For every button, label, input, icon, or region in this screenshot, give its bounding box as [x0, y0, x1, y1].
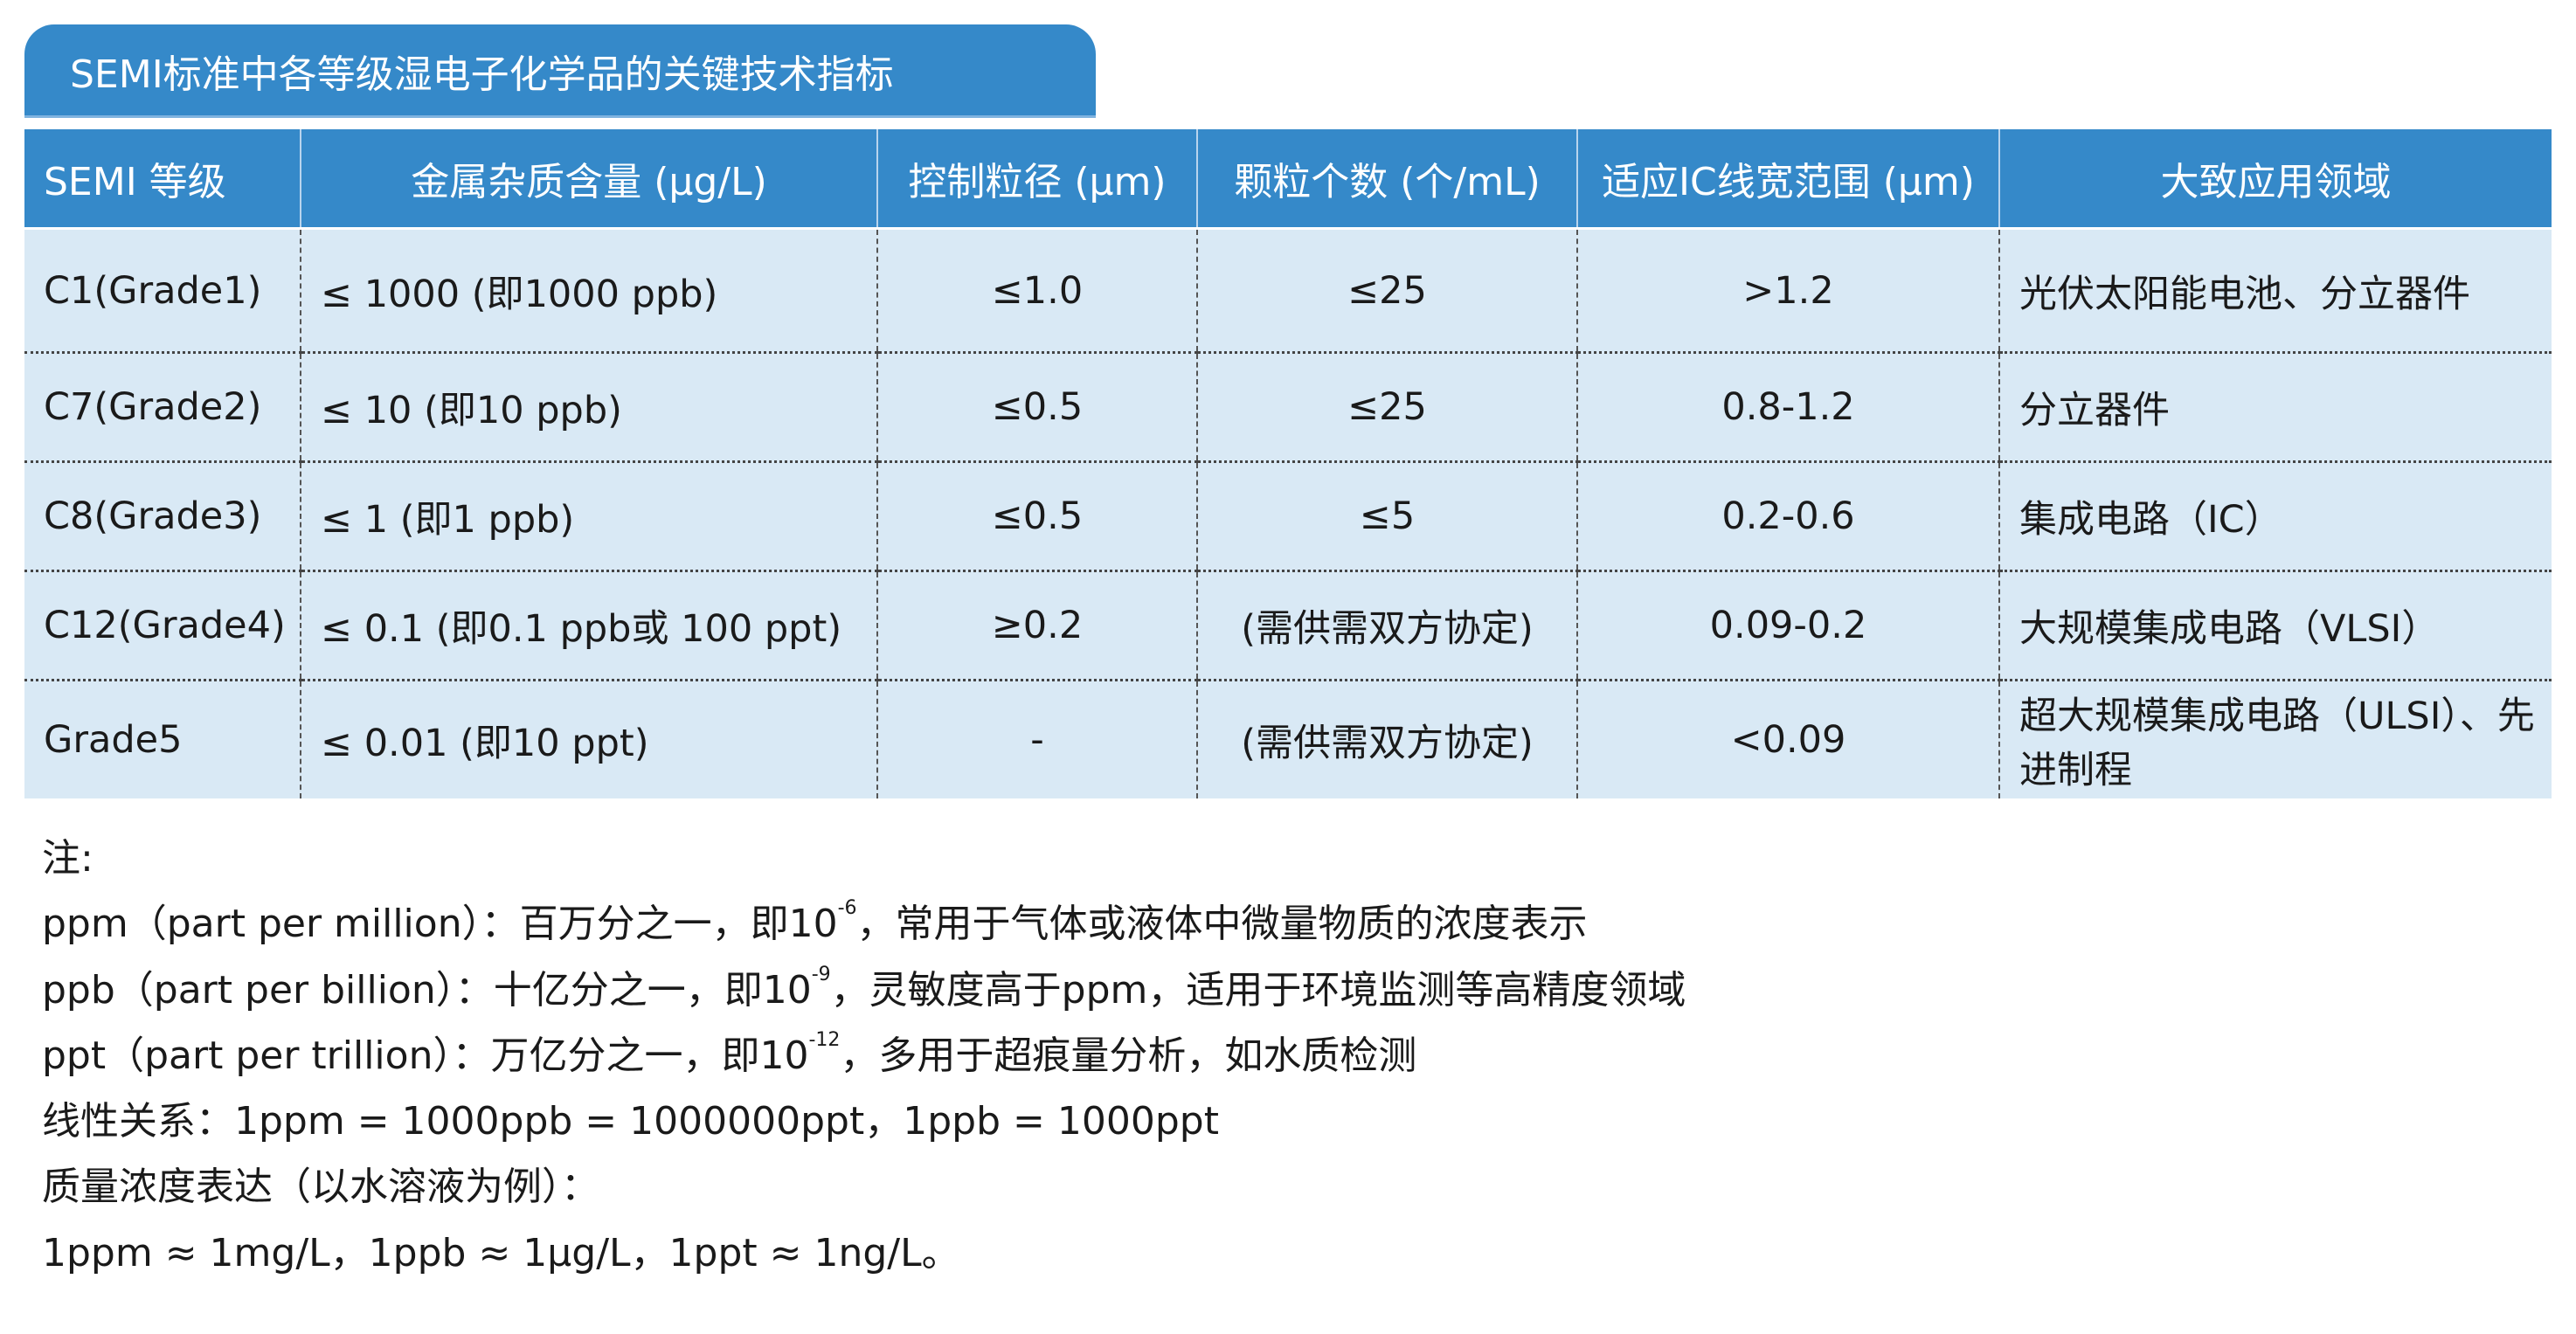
cell-application: 光伏太阳能电池、分立器件 — [1998, 227, 2552, 353]
header-application: 大致应用领域 — [1998, 129, 2552, 229]
header-metal-impurity: 金属杂质含量 (μg/L) — [300, 129, 877, 229]
note-mass-heading: 质量浓度表达（以水溶液为例）： — [42, 1165, 599, 1210]
note-ppb-exponent: -9 — [811, 963, 831, 985]
cell-grade: Grade5 — [24, 679, 301, 798]
cell-grade: C12(Grade4) — [24, 570, 301, 681]
cell-ic-linewidth: 0.2-0.6 — [1576, 460, 1999, 571]
notes-heading: 注: — [42, 836, 93, 881]
table-row: C1(Grade1) ≤ 1000 (即1000 ppb) ≤1.0 ≤25 >1.2 光… — [24, 227, 2552, 353]
table-row: C12(Grade4) ≤ 0.1 (即0.1 ppb或 100 ppt) ≥0.2… — [24, 570, 2552, 681]
note-ppt-usage: ，多用于超痕量分析，如水质检测 — [840, 1033, 1417, 1078]
note-ppb-usage: ，灵敏度高于ppm，适用于环境监测等高精度领域 — [830, 967, 1686, 1013]
cell-particle-size: ≤0.5 — [876, 351, 1197, 462]
header-particle-count: 颗粒个数 (个/mL) — [1196, 129, 1577, 229]
table-row: C8(Grade3) ≤ 1 (即1 ppb) ≤0.5 ≤5 0.2-0.6 集成电路（… — [24, 460, 2552, 571]
cell-particle-count: ≤5 — [1196, 460, 1577, 571]
note-ppm-usage: ，常用于气体或液体中微量物质的浓度表示 — [856, 902, 1588, 947]
cell-particle-count: (需供需双方协定) — [1196, 679, 1577, 798]
cell-application: 分立器件 — [1998, 351, 2552, 462]
cell-particle-size: ≤0.5 — [876, 460, 1197, 571]
note-ppm-exponent: -6 — [837, 897, 857, 920]
cell-application: 集成电路（IC） — [1998, 460, 2552, 571]
header-ic-linewidth: 适应IC线宽范围 (μm) — [1576, 129, 1999, 229]
cell-grade: C7(Grade2) — [24, 351, 301, 462]
note-linear: 线性关系：1ppm = 1000ppb = 1000000ppt，1ppb = … — [42, 1099, 1219, 1144]
note-ppm: ppm（part per million）：百万分之一，即10-6，常用于气体或… — [42, 891, 1686, 957]
cell-metal-impurity: ≤ 1000 (即1000 ppb) — [300, 227, 877, 353]
cell-particle-count: ≤25 — [1196, 351, 1577, 462]
header-grade: SEMI 等级 — [24, 129, 301, 229]
cell-ic-linewidth: 0.09-0.2 — [1576, 570, 1999, 681]
cell-particle-size: ≥0.2 — [876, 570, 1197, 681]
table-title: SEMI标准中各等级湿电子化学品的关键技术指标 — [24, 24, 1096, 118]
cell-particle-size: ≤1.0 — [876, 227, 1197, 353]
table-header-row: SEMI 等级 金属杂质含量 (μg/L) 控制粒径 (μm) 颗粒个数 (个/… — [24, 129, 2552, 229]
header-particle-size: 控制粒径 (μm) — [876, 129, 1197, 229]
cell-ic-linewidth: <0.09 — [1576, 679, 1999, 798]
table-row: Grade5 ≤ 0.01 (即10 ppt) - (需供需双方协定) <0.09 超大规… — [24, 679, 2552, 798]
table-row: C7(Grade2) ≤ 10 (即10 ppb) ≤0.5 ≤25 0.8-1.2 分立… — [24, 351, 2552, 462]
note-ppt: ppt（part per trillion）：万亿分之一，即10-12，多用于超… — [42, 1023, 1686, 1089]
note-ppb: ppb（part per billion）：十亿分之一，即10-9，灵敏度高于p… — [42, 957, 1686, 1023]
cell-ic-linewidth: 0.8-1.2 — [1576, 351, 1999, 462]
cell-grade: C8(Grade3) — [24, 460, 301, 571]
cell-particle-count: ≤25 — [1196, 227, 1577, 353]
cell-ic-linewidth: >1.2 — [1576, 227, 1999, 353]
cell-grade: C1(Grade1) — [24, 227, 301, 353]
semi-grade-table: SEMI 等级 金属杂质含量 (μg/L) 控制粒径 (μm) 颗粒个数 (个/… — [24, 129, 2552, 798]
note-ppb-text: ppb（part per billion）：十亿分之一，即10 — [42, 967, 812, 1013]
note-mass: 1ppm ≈ 1mg/L，1ppb ≈ 1μg/L，1ppt ≈ 1ng/L。 — [42, 1230, 960, 1275]
note-ppt-text: ppt（part per trillion）：万亿分之一，即10 — [42, 1033, 809, 1078]
cell-application: 大规模集成电路（VLSI） — [1998, 570, 2552, 681]
cell-application: 超大规模集成电路（ULSI）、先进制程 — [1998, 679, 2552, 798]
cell-metal-impurity: ≤ 10 (即10 ppb) — [300, 351, 877, 462]
note-ppm-text: ppm（part per million）：百万分之一，即10 — [42, 902, 838, 947]
notes: 注: ppm（part per million）：百万分之一，即10-6，常用于… — [42, 826, 1686, 1286]
cell-metal-impurity: ≤ 0.01 (即10 ppt) — [300, 679, 877, 798]
cell-metal-impurity: ≤ 0.1 (即0.1 ppb或 100 ppt) — [300, 570, 877, 681]
cell-metal-impurity: ≤ 1 (即1 ppb) — [300, 460, 877, 571]
note-ppt-exponent: -12 — [808, 1028, 841, 1051]
cell-particle-count: (需供需双方协定) — [1196, 570, 1577, 681]
cell-particle-size: - — [876, 679, 1197, 798]
